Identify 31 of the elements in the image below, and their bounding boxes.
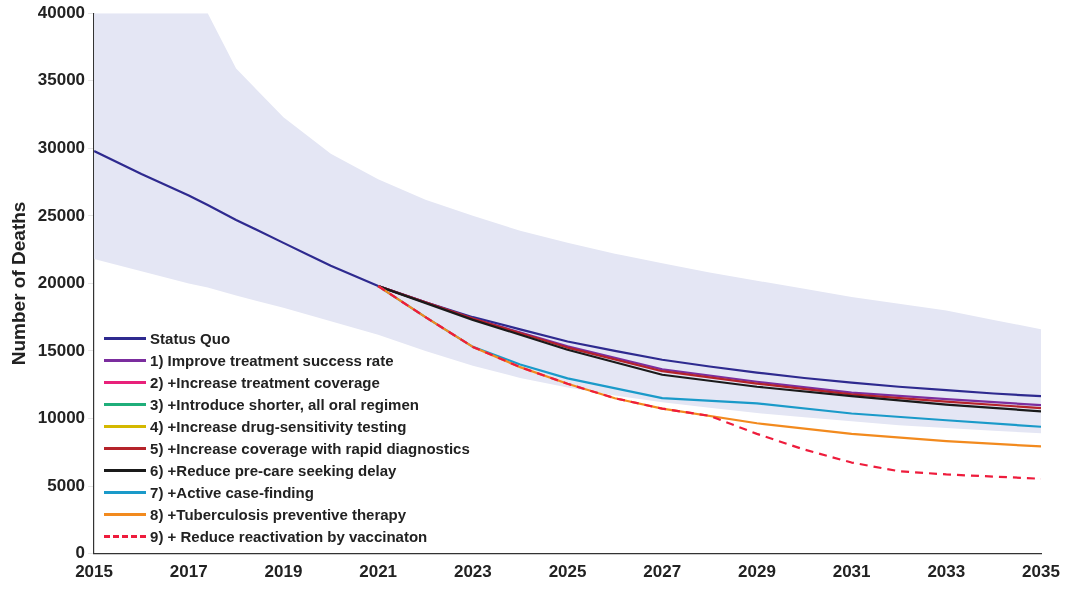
y-tick-label: 25000 <box>37 205 86 225</box>
legend-label: 1) Improve treatment success rate <box>150 352 394 370</box>
y-tick-label: 10000 <box>37 408 86 428</box>
legend-label: 9) + Reduce reactivation by vaccinaton <box>150 528 428 546</box>
y-tick-label: 40000 <box>37 2 86 22</box>
legend-label: 4) +Increase drug-sensitivity testing <box>150 418 407 436</box>
legend-label: 3) +Introduce shorter, all oral regimen <box>150 396 419 414</box>
y-tick-label: 30000 <box>37 137 86 157</box>
legend-label: 8) +Tuberculosis preventive therapy <box>150 506 407 524</box>
y-tick-label: 0 <box>75 543 86 563</box>
y-tick-label: 15000 <box>37 340 86 360</box>
x-tick-label: 2029 <box>738 562 776 582</box>
legend-label: 7) +Active case-finding <box>150 484 314 502</box>
y-tick-label: 35000 <box>37 70 86 90</box>
x-tick-label: 2021 <box>359 562 398 582</box>
x-tick-label: 2025 <box>548 562 587 582</box>
x-tick-label: 2017 <box>169 562 208 582</box>
x-tick-label: 2031 <box>832 562 871 582</box>
x-tick-label: 2015 <box>75 562 113 582</box>
legend-label: 6) +Reduce pre-care seeking delay <box>150 462 397 480</box>
legend-label: 2) +Increase treatment coverage <box>150 374 380 392</box>
legend-label: Status Quo <box>150 330 231 348</box>
y-tick-label: 5000 <box>47 475 86 495</box>
y-axis-title: Number of Deaths <box>7 201 29 366</box>
x-tick-label: 2023 <box>453 562 492 582</box>
legend-label: 5) +Increase coverage with rapid diagnostics <box>150 440 470 458</box>
x-tick-label: 2035 <box>1022 562 1060 582</box>
x-tick-label: 2033 <box>927 562 966 582</box>
x-tick-label: 2019 <box>264 562 303 582</box>
y-tick-label: 20000 <box>37 273 86 293</box>
x-tick-label: 2027 <box>643 562 682 582</box>
